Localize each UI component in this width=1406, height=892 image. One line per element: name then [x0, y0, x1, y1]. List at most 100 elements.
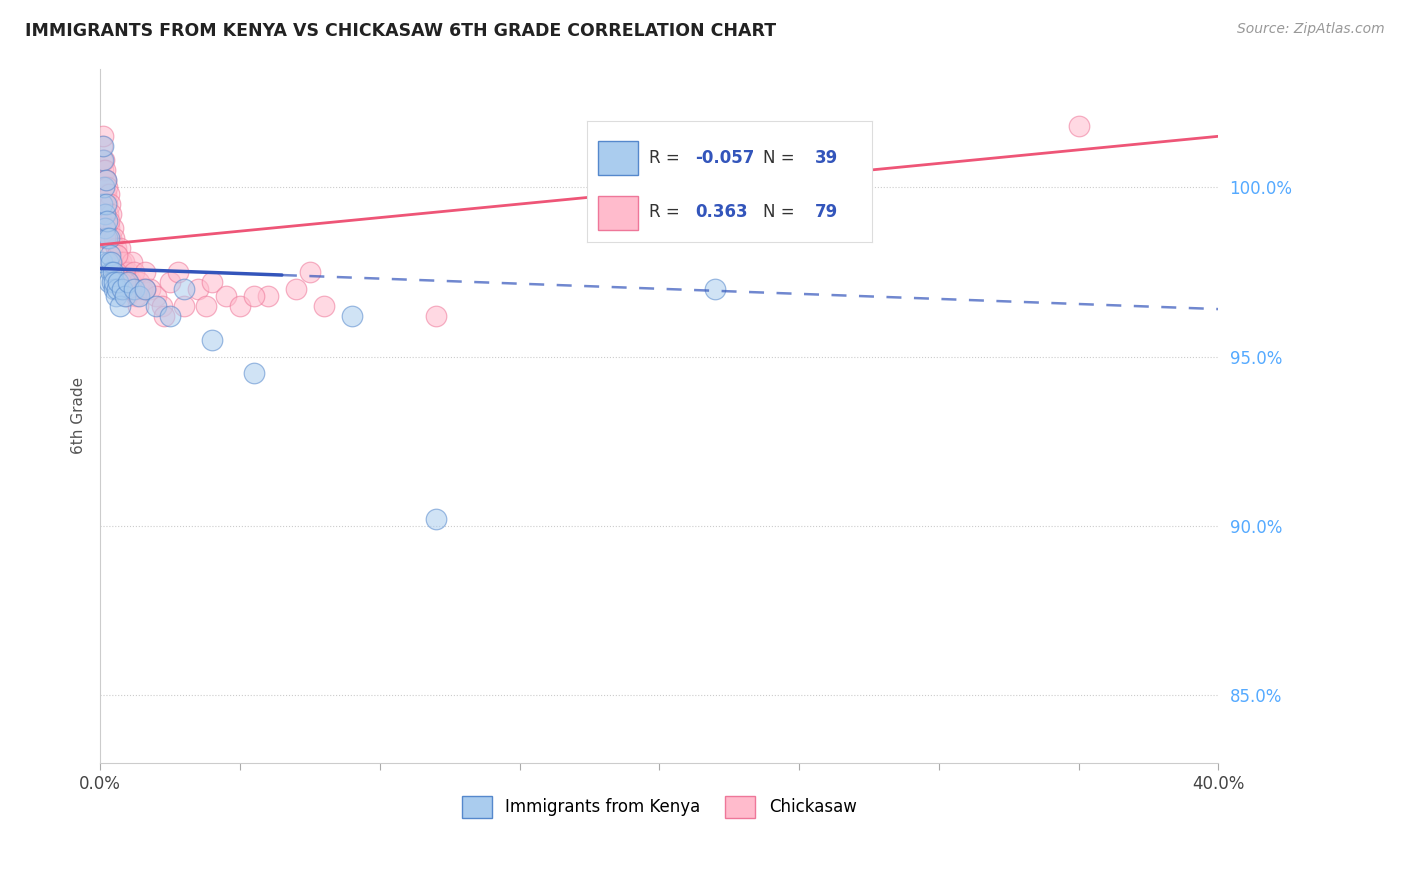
Point [93, 163, 115, 178]
Point [110, 265, 132, 279]
Point [100, 265, 122, 279]
Point [1067, 119, 1090, 133]
Point [105, 254, 128, 268]
Legend: Immigrants from Kenya, Chickasaw: Immigrants from Kenya, Chickasaw [456, 789, 863, 824]
Point [201, 333, 224, 347]
Point [257, 288, 280, 302]
Point [134, 282, 156, 296]
Point [127, 299, 149, 313]
Y-axis label: 6th Grade: 6th Grade [72, 377, 86, 454]
Point [97, 186, 120, 201]
Point [91, 129, 114, 144]
Point [120, 275, 142, 289]
Point [96, 180, 118, 194]
Point [93, 139, 115, 153]
Point [97, 214, 120, 228]
Point [114, 275, 136, 289]
Point [167, 265, 190, 279]
Point [114, 282, 136, 296]
Point [108, 275, 131, 289]
Point [104, 241, 127, 255]
Point [115, 275, 138, 289]
Point [93, 207, 115, 221]
Point [173, 299, 195, 313]
Text: IMMIGRANTS FROM KENYA VS CHICKASAW 6TH GRADE CORRELATION CHART: IMMIGRANTS FROM KENYA VS CHICKASAW 6TH G… [25, 22, 776, 40]
Point [131, 282, 153, 296]
Point [243, 367, 266, 381]
Point [425, 309, 447, 323]
Point [340, 309, 363, 323]
Point [150, 299, 173, 313]
Point [94, 220, 117, 235]
Point [91, 197, 114, 211]
Point [100, 254, 122, 268]
Point [112, 275, 135, 289]
Point [110, 254, 132, 268]
Point [104, 265, 127, 279]
Point [111, 282, 134, 296]
Point [96, 197, 118, 211]
Point [90, 153, 112, 167]
Point [96, 231, 118, 245]
Point [114, 265, 136, 279]
Point [98, 220, 121, 235]
Point [94, 197, 117, 211]
Point [94, 163, 117, 178]
Point [93, 173, 115, 187]
Point [91, 153, 114, 167]
Point [91, 139, 114, 153]
Point [107, 265, 129, 279]
Text: Source: ZipAtlas.com: Source: ZipAtlas.com [1237, 22, 1385, 37]
Point [93, 180, 115, 194]
Point [153, 309, 176, 323]
Point [101, 241, 124, 255]
Point [134, 282, 156, 296]
Point [97, 254, 120, 268]
Point [128, 275, 150, 289]
Point [195, 299, 218, 313]
Point [96, 214, 118, 228]
Point [115, 288, 138, 302]
Point [425, 512, 447, 526]
Point [298, 265, 321, 279]
Point [105, 248, 128, 262]
Point [122, 282, 145, 296]
Point [312, 299, 335, 313]
Point [100, 207, 122, 221]
Point [139, 282, 162, 296]
Point [98, 275, 121, 289]
Point [201, 275, 224, 289]
Point [134, 265, 156, 279]
Point [97, 207, 120, 221]
Point [103, 254, 125, 268]
Point [187, 282, 209, 296]
Point [112, 254, 135, 268]
Point [117, 275, 139, 289]
Point [98, 254, 121, 268]
Point [107, 254, 129, 268]
Point [101, 275, 124, 289]
Point [284, 282, 307, 296]
Point [97, 231, 120, 245]
Point [103, 231, 125, 245]
Point [159, 309, 181, 323]
Point [108, 241, 131, 255]
Point [243, 288, 266, 302]
Point [120, 282, 142, 296]
Point [101, 220, 124, 235]
Point [145, 299, 167, 313]
Point [229, 299, 252, 313]
Point [704, 282, 727, 296]
Point [93, 153, 115, 167]
Point [103, 275, 125, 289]
Point [111, 265, 134, 279]
Point [215, 288, 238, 302]
Point [145, 288, 167, 302]
Point [128, 288, 150, 302]
Point [96, 173, 118, 187]
Point [125, 288, 148, 302]
Point [173, 282, 195, 296]
Point [100, 231, 122, 245]
Point [94, 186, 117, 201]
Point [159, 275, 181, 289]
